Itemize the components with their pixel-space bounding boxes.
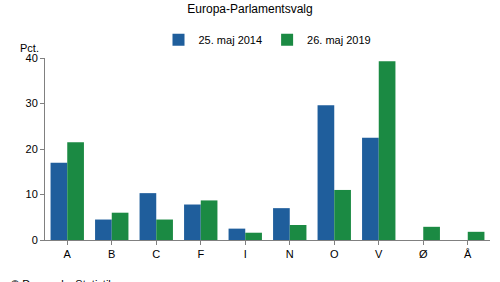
svg-text:I: I <box>244 248 247 260</box>
svg-text:Pct.: Pct. <box>20 42 39 54</box>
svg-text:0: 0 <box>32 234 38 246</box>
svg-text:O: O <box>330 248 339 260</box>
svg-text:30: 30 <box>26 97 38 109</box>
svg-text:N: N <box>286 248 294 260</box>
svg-text:A: A <box>64 248 72 260</box>
svg-text:25. maj 2014: 25. maj 2014 <box>199 34 263 46</box>
svg-text:26. maj 2019: 26. maj 2019 <box>307 34 371 46</box>
svg-text:Europa-Parlamentsvalg: Europa-Parlamentsvalg <box>187 2 312 16</box>
svg-text:C: C <box>152 248 160 260</box>
svg-text:10: 10 <box>26 188 38 200</box>
svg-text:Ø: Ø <box>419 248 428 260</box>
svg-text:© Danmarks Statistik: © Danmarks Statistik <box>11 278 114 282</box>
svg-text:V: V <box>375 248 383 260</box>
svg-text:F: F <box>197 248 204 260</box>
svg-text:20: 20 <box>26 143 38 155</box>
svg-text:40: 40 <box>26 52 38 64</box>
svg-text:Å: Å <box>464 248 472 260</box>
svg-text:B: B <box>108 248 115 260</box>
